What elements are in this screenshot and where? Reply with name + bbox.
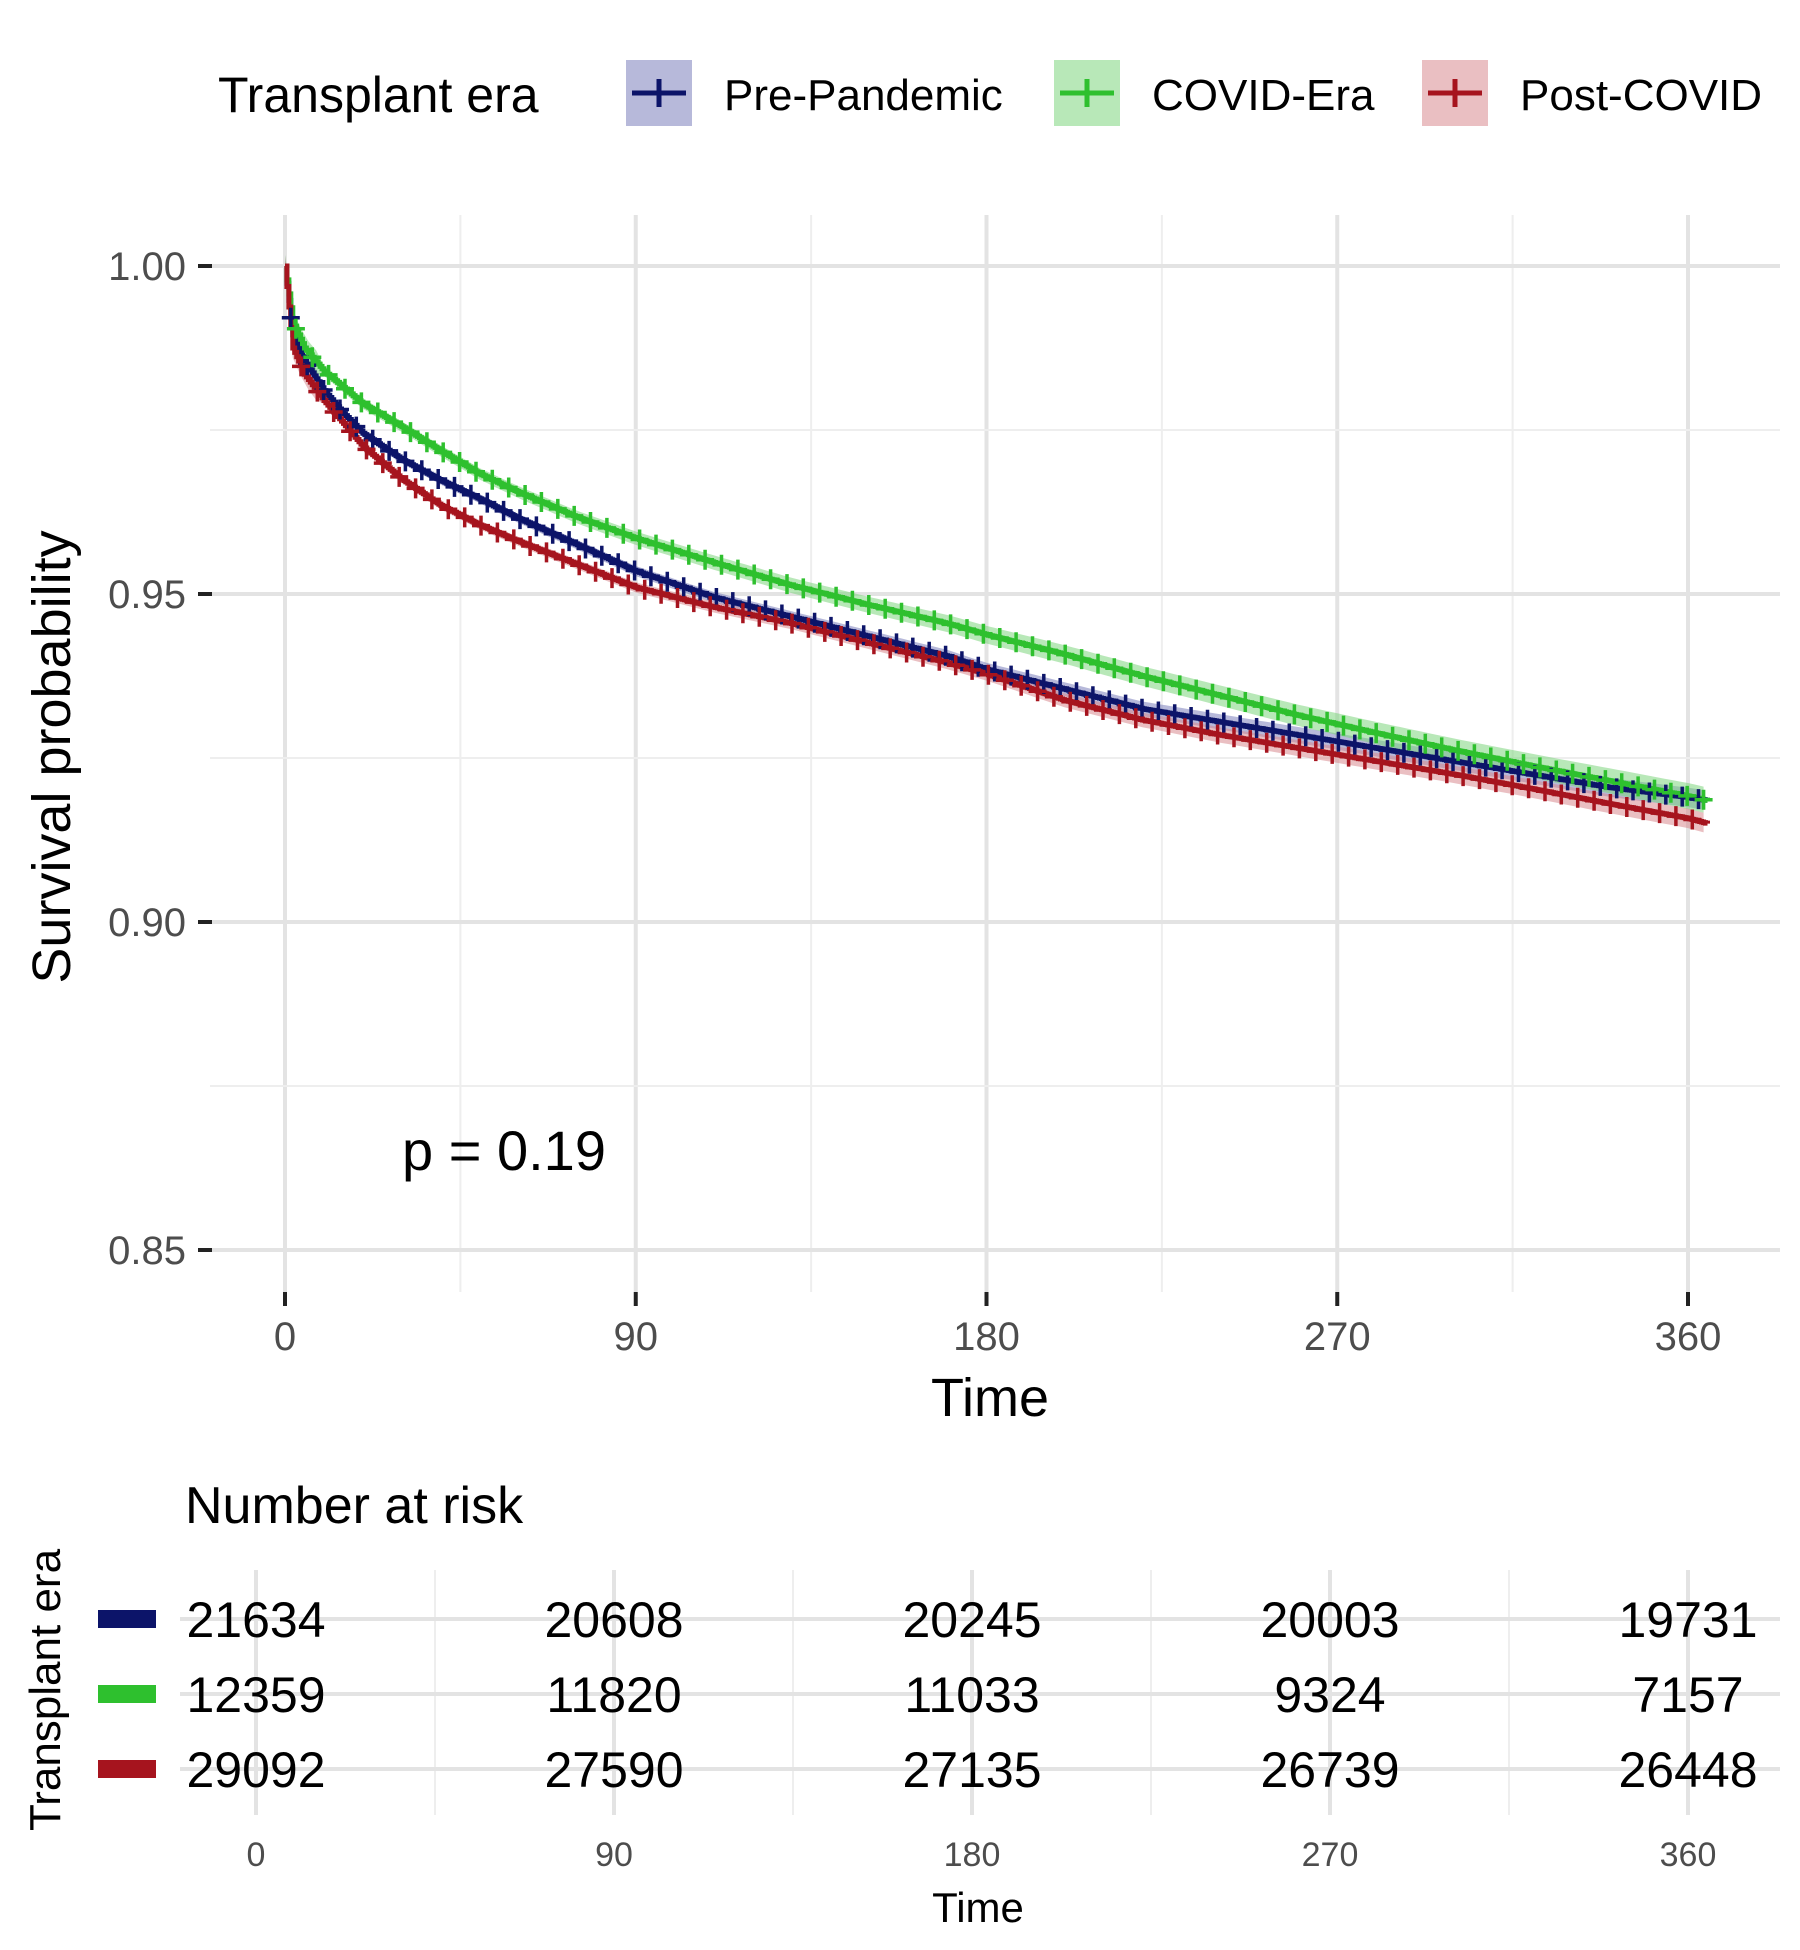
risk-cell: 20245 [902, 1592, 1041, 1648]
risk-cell: 29092 [186, 1742, 325, 1798]
legend-item-pre-pandemic: Pre-Pandemic [626, 60, 1003, 126]
x-tick-label: 0 [274, 1315, 296, 1359]
risk-x-tick-label: 90 [595, 1836, 633, 1874]
x-tick-label: 360 [1655, 1315, 1722, 1359]
risk-x-tick-label: 180 [944, 1836, 1001, 1874]
censor-mark [292, 356, 1702, 830]
risk-table: 21634 20608 20245 20003 19731 12359 11820 11033… [98, 1592, 1758, 1874]
risk-table-title: Number at risk [185, 1477, 524, 1535]
legend-item-post-covid: Post-COVID [1422, 60, 1762, 126]
risk-table-x-title: Time [932, 1884, 1024, 1931]
y-axis-title: Survival probability [22, 530, 82, 983]
plot-axes: 0.85 0.90 0.95 1.00 0 90 180 270 360 [108, 245, 1721, 1359]
risk-cell: 26448 [1618, 1742, 1757, 1798]
x-tick-label: 270 [1304, 1315, 1371, 1359]
risk-cell: 9324 [1274, 1667, 1385, 1723]
risk-cell: 12359 [186, 1667, 325, 1723]
censor-marks [281, 307, 1713, 830]
risk-cell: 27135 [902, 1742, 1041, 1798]
risk-x-tick-label: 360 [1660, 1836, 1717, 1874]
risk-row-swatch [98, 1685, 156, 1703]
risk-row-swatch [98, 1760, 156, 1778]
risk-cell: 26739 [1260, 1742, 1399, 1798]
risk-x-tick-label: 270 [1302, 1836, 1359, 1874]
x-tick-label: 90 [614, 1315, 659, 1359]
risk-cell: 7157 [1632, 1667, 1743, 1723]
risk-x-tick-label: 0 [247, 1836, 266, 1874]
censor-mark [281, 307, 1708, 810]
legend-label-pre-pandemic: Pre-Pandemic [724, 71, 1003, 120]
y-tick-label: 0.90 [108, 901, 186, 945]
risk-cell: 11820 [546, 1667, 681, 1723]
y-tick-label: 1.00 [108, 245, 186, 289]
x-axis-title: Time [931, 1368, 1049, 1428]
risk-row-swatch [98, 1610, 156, 1628]
legend-label-post-covid: Post-COVID [1520, 71, 1762, 120]
risk-cell: 11033 [904, 1667, 1039, 1723]
y-tick-label: 0.95 [108, 573, 186, 617]
risk-table-y-title: Transplant era [21, 1548, 70, 1831]
risk-table-grid [180, 1570, 1780, 1815]
p-value-annotation: p = 0.19 [402, 1119, 606, 1182]
legend-label-covid-era: COVID-Era [1152, 71, 1375, 120]
censor-mark [286, 318, 1713, 810]
x-tick-label: 180 [953, 1315, 1020, 1359]
risk-cell: 19731 [1618, 1592, 1757, 1648]
legend: Transplant era Pre-Pandemic COVID-Era Po… [218, 60, 1762, 126]
risk-cell: 21634 [186, 1592, 325, 1648]
legend-title: Transplant era [218, 67, 539, 123]
risk-cell: 20003 [1260, 1592, 1399, 1648]
risk-cell: 20608 [544, 1592, 683, 1648]
y-tick-label: 0.85 [108, 1229, 186, 1273]
risk-cell: 27590 [544, 1742, 683, 1798]
legend-item-covid-era: COVID-Era [1054, 60, 1375, 126]
